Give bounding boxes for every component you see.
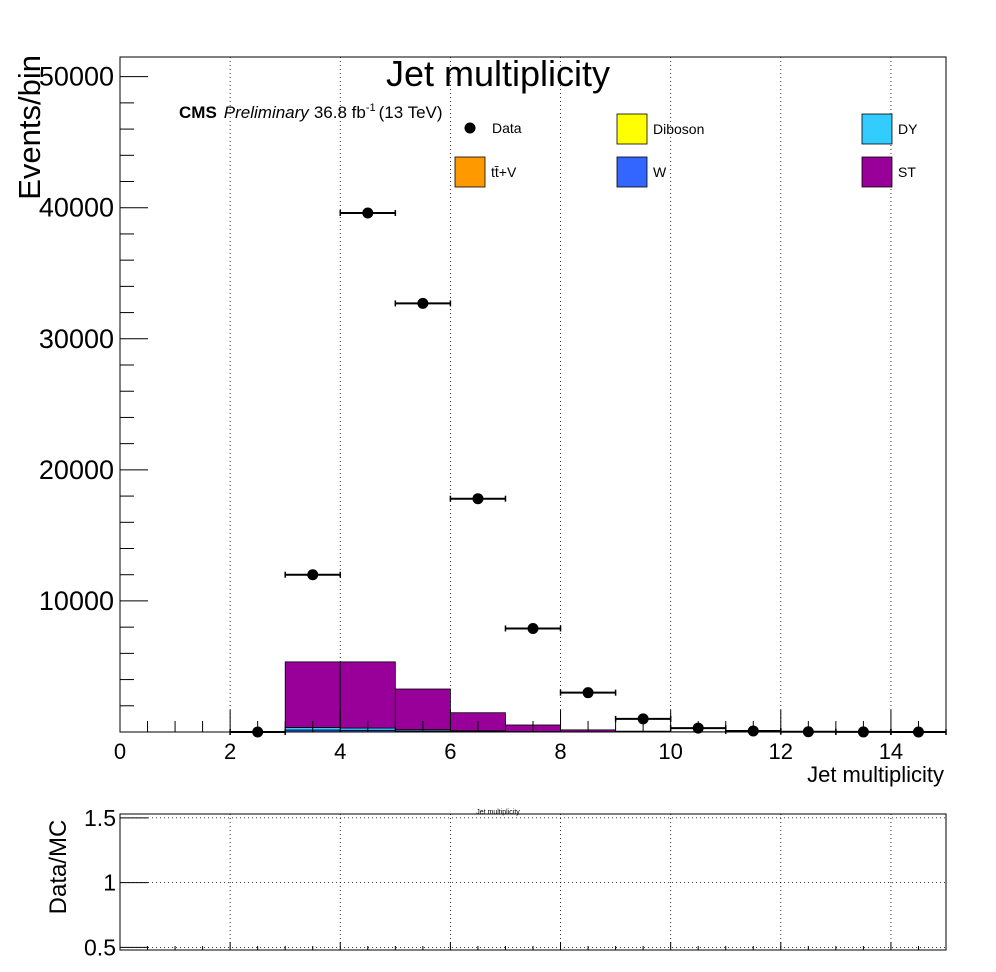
- preliminary-text: Preliminary: [224, 103, 311, 122]
- x-tick-label-8: 8: [554, 739, 566, 764]
- data-points: [229, 207, 947, 738]
- legend-label-tt-v: tt̄+V: [491, 164, 517, 180]
- ratio-y-tick-label-0.5: 0.5: [84, 934, 116, 960]
- bar-st-bin-2: [339, 661, 396, 729]
- chart-title: Jet multiplicity: [386, 53, 610, 94]
- data-point-1: [307, 569, 319, 581]
- x-tick-label-4: 4: [334, 739, 346, 764]
- y-tick-label-50000: 50000: [39, 62, 114, 92]
- ratio-y-tick-label-1.5: 1.5: [84, 805, 116, 831]
- legend: Data Diboson DY tt̄+V W ST: [454, 113, 918, 188]
- cms-text: CMS: [179, 103, 217, 122]
- data-point-3: [417, 297, 429, 309]
- ratio-axis-ticks: 0.5 1 1.5: [84, 805, 947, 960]
- x-axis-label: Jet multiplicity: [807, 762, 944, 787]
- legend-box-dy: [861, 113, 893, 145]
- data-point-6: [582, 687, 594, 699]
- legend-label-w: W: [653, 164, 667, 180]
- legend-marker-data: [464, 122, 476, 134]
- data-point-5: [527, 622, 539, 634]
- legend-label-diboson: Diboson: [653, 121, 704, 137]
- ratio-plot-frame: [119, 813, 947, 951]
- ratio-y-tick-label-1: 1: [103, 870, 116, 896]
- y-axis-label: Events/bin: [12, 55, 47, 200]
- x-tick-label-10: 10: [658, 739, 682, 764]
- cms-label: CMS Preliminary 36.8 fb-1 (13 TeV): [179, 102, 443, 122]
- x-tick-label-6: 6: [444, 739, 456, 764]
- data-point-2: [362, 207, 374, 219]
- legend-box-tt-v: [454, 156, 486, 188]
- main-axis-ticks: 0 2 4 6 8 10 12 14 10000 20000 30000 40000 50000: [39, 62, 947, 764]
- lumi-exponent: -1: [366, 102, 376, 114]
- ratio-panel-title: Jet multiplicity: [476, 809, 520, 816]
- x-tick-label-14: 14: [879, 739, 903, 764]
- x-tick-label-0: 0: [114, 739, 126, 764]
- y-tick-label-10000: 10000: [39, 586, 114, 616]
- legend-box-st: [861, 156, 893, 188]
- legend-box-diboson: [616, 113, 648, 145]
- y-tick-label-40000: 40000: [39, 193, 114, 223]
- data-point-4: [472, 493, 484, 505]
- y-tick-label-30000: 30000: [39, 324, 114, 354]
- bar-st-bin-1: [284, 661, 341, 728]
- legend-box-w: [616, 156, 648, 188]
- legend-label-st: ST: [898, 164, 916, 180]
- data-point-7: [637, 713, 649, 725]
- ratio-y-axis-label: Data/MC: [45, 820, 72, 915]
- legend-label-dy: DY: [898, 121, 918, 137]
- energy-text: (13 TeV): [379, 103, 443, 122]
- x-tick-label-2: 2: [224, 739, 236, 764]
- legend-label-data: Data: [492, 120, 522, 136]
- y-tick-label-20000: 20000: [39, 455, 114, 485]
- lumi-text: 36.8 fb: [314, 103, 366, 122]
- x-tick-label-12: 12: [769, 739, 793, 764]
- ratio-gridlines: [120, 814, 946, 950]
